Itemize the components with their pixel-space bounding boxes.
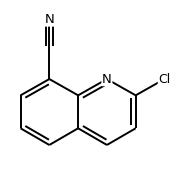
Text: N: N (102, 73, 112, 86)
Text: N: N (44, 13, 54, 26)
Text: Cl: Cl (158, 73, 171, 86)
